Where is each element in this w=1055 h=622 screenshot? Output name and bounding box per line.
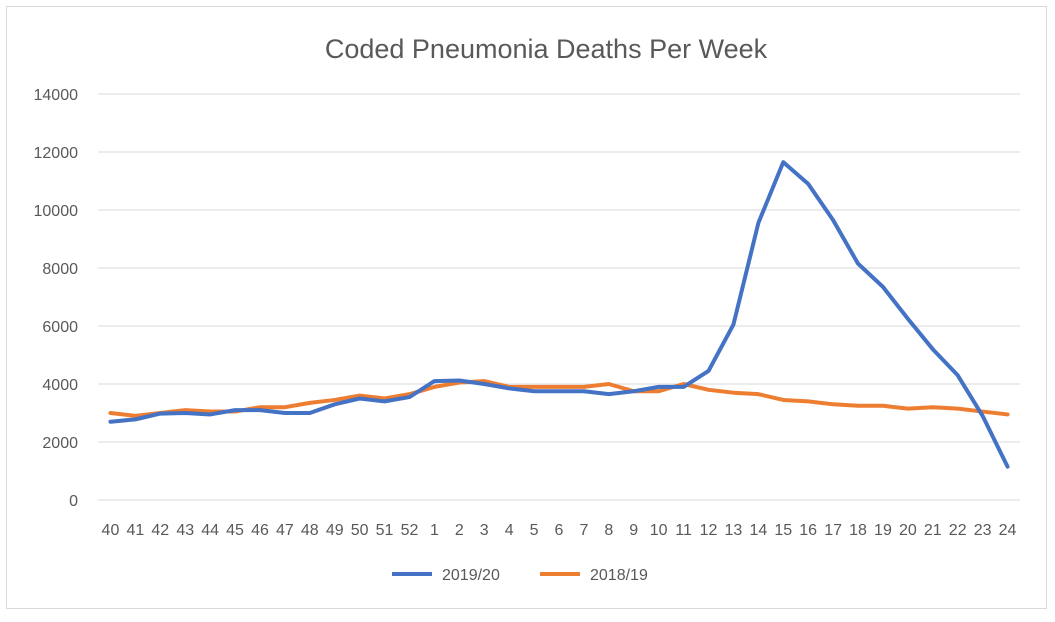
series-line-2018-19 <box>108 379 1010 418</box>
x-tick-label: 8 <box>604 522 613 539</box>
x-tick-label: 19 <box>874 522 892 539</box>
x-tick-label: 15 <box>774 522 792 539</box>
y-axis-tick-labels: 0 2000 4000 6000 8000 10000 12000 14000 <box>34 87 79 510</box>
x-tick-label: 21 <box>924 522 942 539</box>
x-tick-label: 18 <box>849 522 867 539</box>
x-tick-label: 24 <box>999 522 1017 539</box>
x-tick-label: 2 <box>455 522 464 539</box>
x-tick-label: 9 <box>629 522 638 539</box>
x-tick-label: 49 <box>326 522 344 539</box>
x-tick-label: 52 <box>401 522 419 539</box>
x-tick-label: 47 <box>276 522 294 539</box>
x-tick-label: 20 <box>899 522 917 539</box>
legend-label-2018-19: 2018/19 <box>590 567 648 584</box>
y-tick-label: 14000 <box>34 87 79 104</box>
x-tick-label: 42 <box>151 522 169 539</box>
x-tick-label: 51 <box>376 522 394 539</box>
x-tick-label: 12 <box>700 522 718 539</box>
y-tick-label: 2000 <box>42 435 78 452</box>
x-tick-label: 4 <box>505 522 514 539</box>
y-tick-label: 0 <box>69 493 78 510</box>
chart-title: Coded Pneumonia Deaths Per Week <box>325 34 768 64</box>
x-tick-label: 7 <box>579 522 588 539</box>
gridlines <box>98 93 1020 501</box>
chart-frame <box>6 6 1047 609</box>
x-tick-label: 16 <box>799 522 817 539</box>
x-tick-label: 22 <box>949 522 967 539</box>
legend: 2019/20 2018/19 <box>392 567 648 584</box>
x-tick-label: 14 <box>749 522 767 539</box>
y-tick-label: 6000 <box>42 319 78 336</box>
x-tick-label: 46 <box>251 522 269 539</box>
y-tick-label: 4000 <box>42 377 78 394</box>
x-tick-label: 45 <box>226 522 244 539</box>
x-tick-label: 3 <box>480 522 489 539</box>
x-tick-label: 48 <box>301 522 319 539</box>
y-tick-label: 8000 <box>42 261 78 278</box>
x-tick-label: 11 <box>675 522 692 539</box>
x-tick-label: 44 <box>201 522 219 539</box>
x-tick-label: 5 <box>530 522 539 539</box>
series-lines <box>108 160 1010 469</box>
x-tick-label: 43 <box>176 522 194 539</box>
y-tick-label: 10000 <box>34 203 79 220</box>
x-tick-label: 41 <box>126 522 144 539</box>
x-tick-label: 17 <box>824 522 842 539</box>
x-tick-label: 23 <box>974 522 992 539</box>
legend-label-2019-20: 2019/20 <box>442 567 500 584</box>
x-tick-label: 50 <box>351 522 369 539</box>
x-tick-label: 13 <box>725 522 743 539</box>
x-tick-label: 1 <box>430 522 439 539</box>
y-tick-label: 12000 <box>34 145 79 162</box>
x-tick-label: 10 <box>650 522 668 539</box>
x-tick-label: 6 <box>555 522 564 539</box>
series-line-2019-20 <box>108 160 1010 469</box>
x-tick-label: 40 <box>102 522 120 539</box>
x-axis-tick-labels: 40 41 42 43 44 45 46 47 48 49 50 51 52 1 2 3 4 5 6 7 8 9 10 11 1… <box>102 522 1017 539</box>
